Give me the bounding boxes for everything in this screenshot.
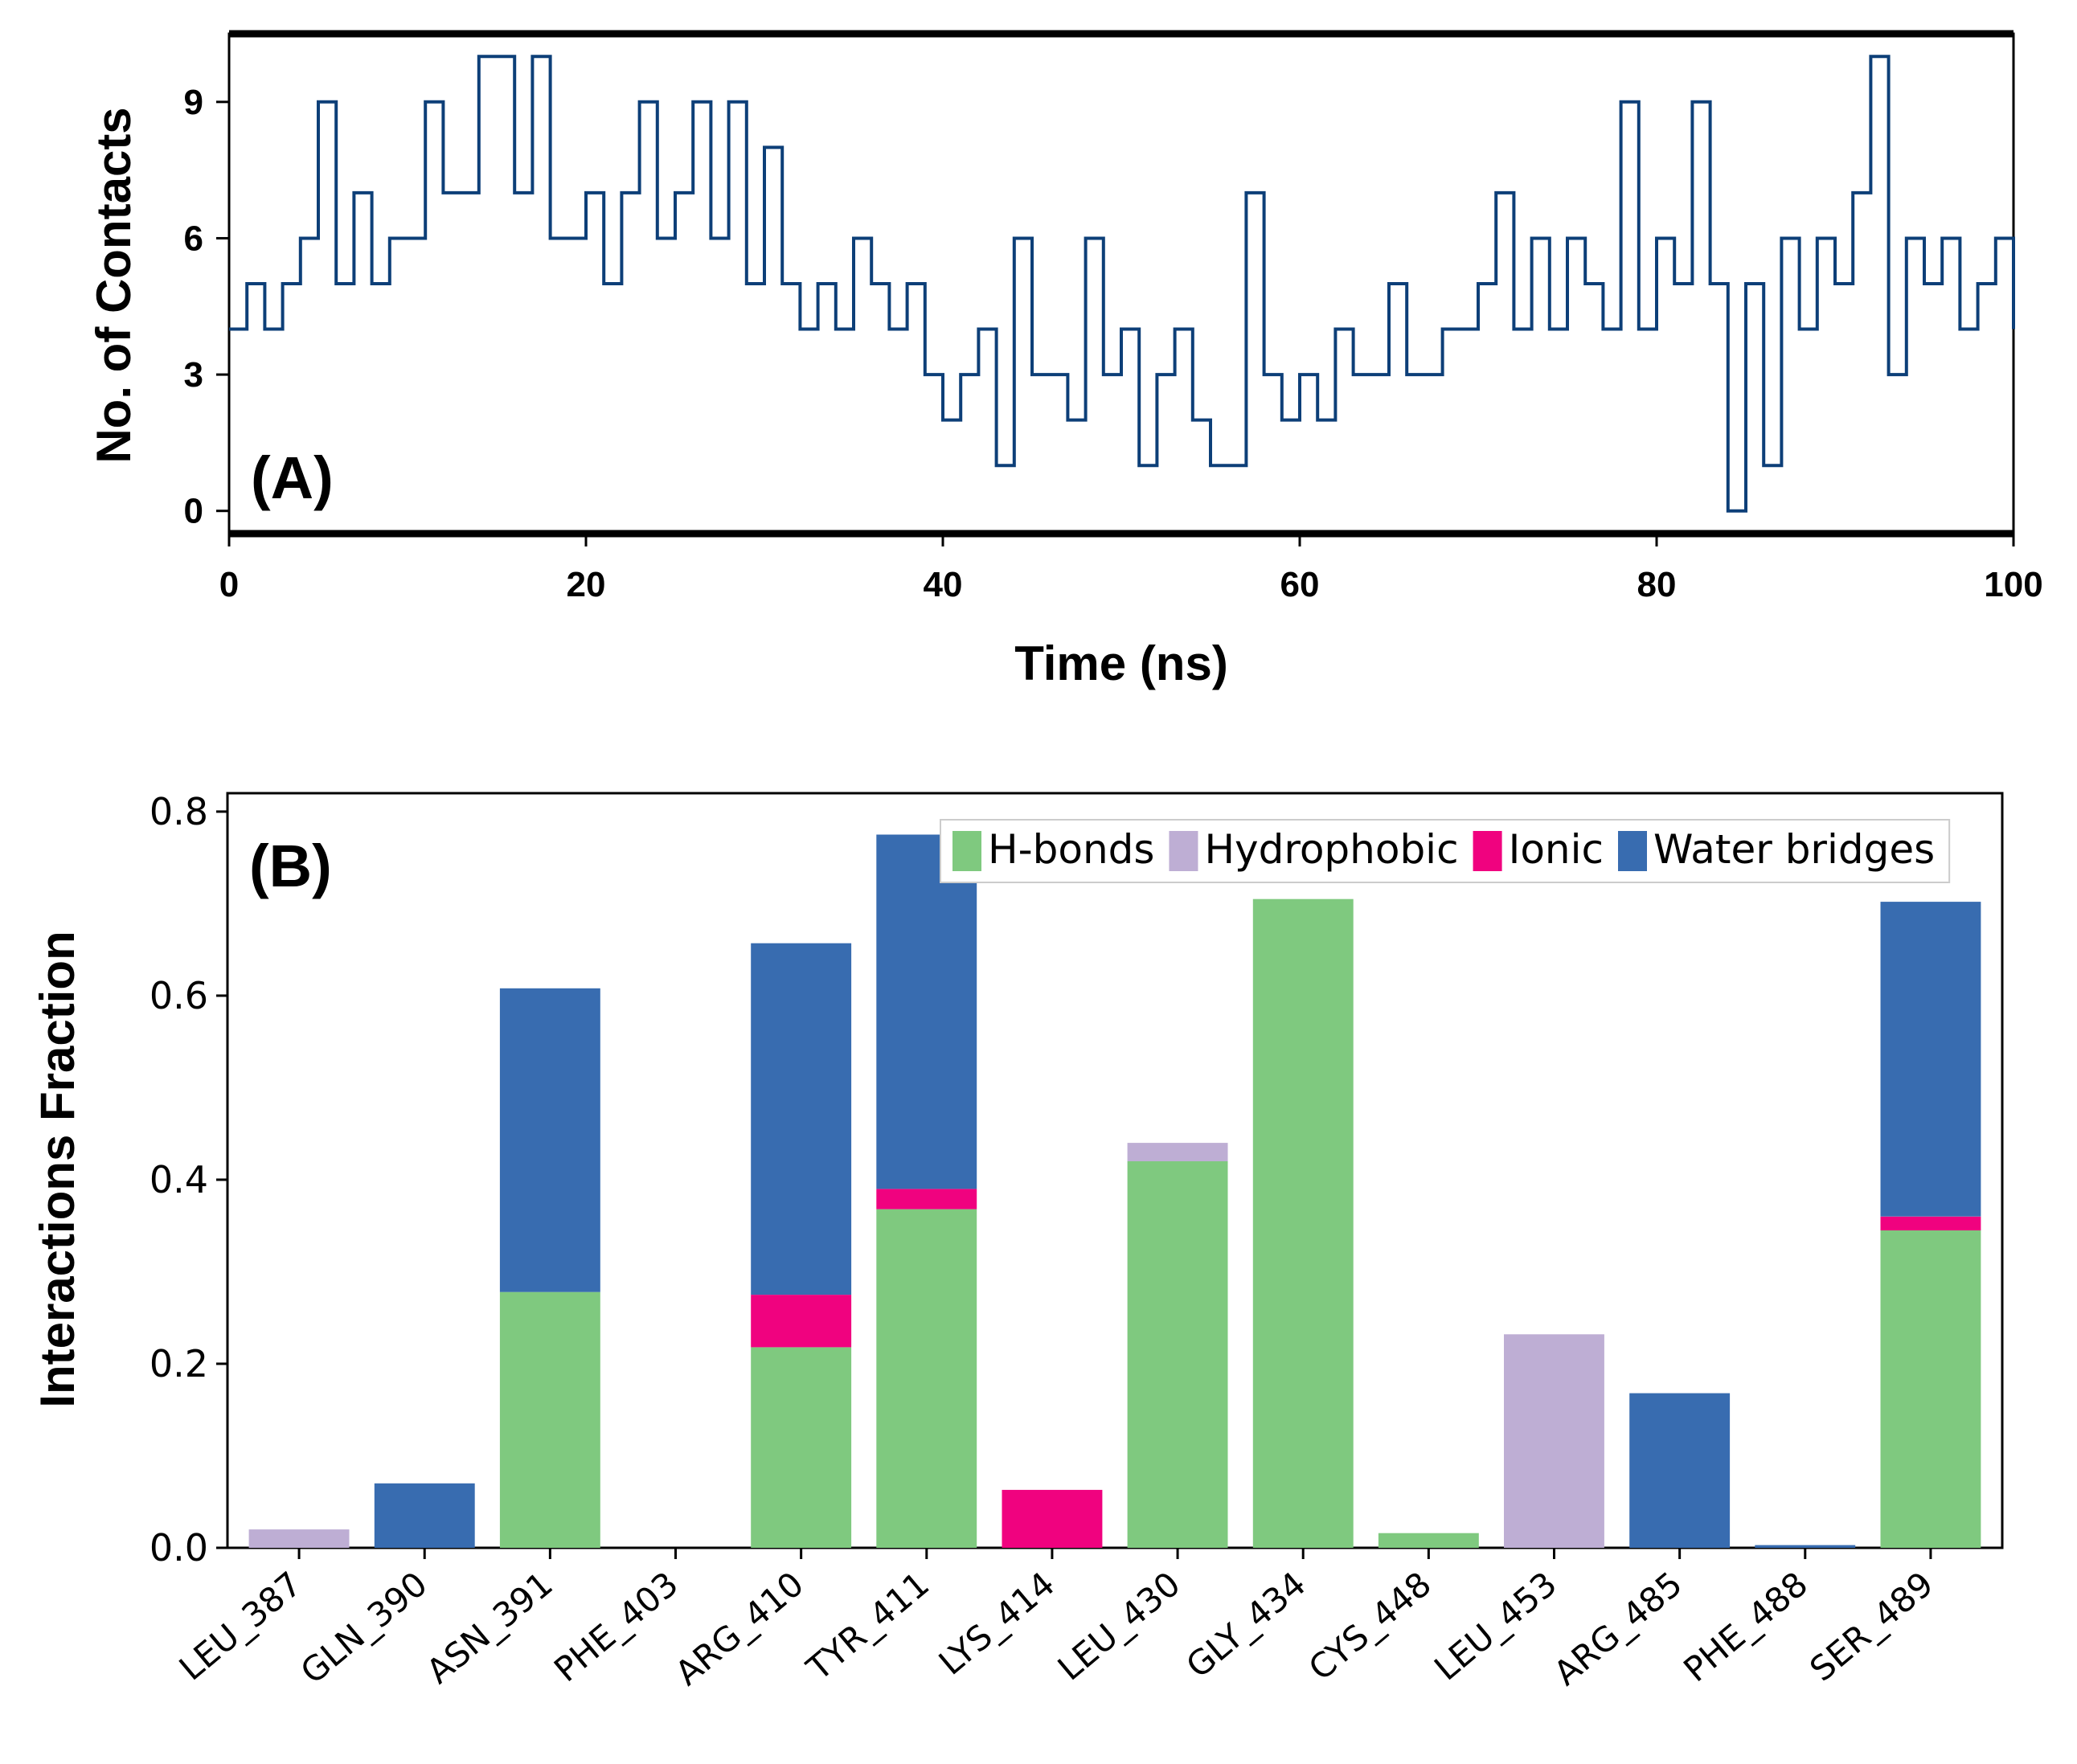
panel-b-label: (B): [249, 833, 332, 899]
bar-tyr-411-water-bridges: [876, 834, 977, 1189]
panel-a-x-tick-label: 20: [567, 565, 606, 604]
panel-b-category-label: CYS_448: [1301, 1564, 1439, 1688]
panel-b-category-label: LYS_414: [932, 1564, 1063, 1683]
panel-a-x-tick-label: 40: [924, 565, 963, 604]
legend-box: [940, 819, 1951, 883]
bar-cys-448-h-bonds: [1378, 1533, 1479, 1548]
panel-b-category-label: LEU_453: [1427, 1564, 1564, 1688]
bar-gly-434-h-bonds: [1252, 898, 1354, 1548]
bar-ser-489-ionic: [1880, 1216, 1981, 1230]
bar-tyr-411-h-bonds: [876, 1209, 977, 1548]
panel-b-y-tick-label: 0.4: [150, 1158, 208, 1201]
bar-leu-430-hydrophobic: [1127, 1143, 1228, 1161]
panel-b-y-tick-label: 0.2: [150, 1342, 208, 1385]
legend-label: H-bonds: [988, 826, 1154, 873]
panel-b-category-label: LEU_430: [1051, 1564, 1188, 1688]
bar-arg-485-water-bridges: [1629, 1393, 1731, 1548]
bar-asn-391-water-bridges: [499, 988, 600, 1292]
bar-phe-488-water-bridges: [1755, 1545, 1856, 1548]
panel-a-x-axis-title: Time (ns): [1014, 636, 1228, 690]
legend-swatch-water-bridges: [1618, 831, 1647, 871]
panel-a-line-chart: 0 20 40 60 80 100 0 3 6 9 (A) Time (ns) No. of Co…: [87, 30, 2043, 690]
panel-b-category-label: LEU_387: [172, 1564, 309, 1688]
panel-b-category-label: ASN_391: [419, 1564, 560, 1691]
panel-a-x-tick-label: 0: [219, 565, 239, 604]
panel-b-plot-frame: [226, 792, 2004, 1549]
panel-b-category-label: ARG_485: [1546, 1564, 1690, 1693]
panel-a-y-tick-label: 9: [184, 83, 203, 122]
legend-label: Water bridges: [1653, 826, 1935, 873]
panel-b-category-label: TYR_411: [799, 1564, 936, 1688]
panel-b-y-tick-label: 0.0: [150, 1526, 208, 1570]
bar-leu-430-h-bonds: [1127, 1161, 1228, 1548]
panel-b-category-label: ARG_410: [668, 1564, 811, 1693]
panel-a-label: (A): [251, 444, 334, 511]
panel-a-y-tick-label: 3: [184, 355, 203, 395]
panel-a-y-tick-label: 0: [184, 492, 203, 531]
bar-lys-414-ionic: [1002, 1489, 1103, 1548]
panel-b-bar-chart: 0.00.20.40.60.8LEU_387GLN_390ASN_391PHE_…: [31, 790, 2004, 1693]
panel-a-ticks: 0 20 40 60 80 100 0 3 6 9: [184, 83, 2043, 604]
panel-a-x-tick-label: 80: [1637, 565, 1677, 604]
panel-b-y-axis-title: Interactions Fraction: [31, 931, 84, 1407]
panel-a-x-tick-label: 100: [1984, 565, 2042, 604]
bar-arg-410-ionic: [751, 1295, 852, 1348]
panel-a-x-tick-label: 60: [1280, 565, 1320, 604]
legend-swatch-hydrophobic: [1169, 831, 1198, 871]
panel-b-y-tick-label: 0.8: [150, 790, 208, 833]
panel-b-category-label: SER_489: [1802, 1564, 1940, 1689]
panel-b-ticks: 0.00.20.40.60.8LEU_387GLN_390ASN_391PHE_…: [150, 790, 1941, 1693]
bar-arg-410-h-bonds: [751, 1347, 852, 1548]
bar-leu-387-hydrophobic: [248, 1529, 350, 1548]
bar-tyr-411-ionic: [876, 1189, 977, 1209]
panel-b-y-tick-label: 0.6: [150, 974, 208, 1017]
legend: H-bonds Hydrophobic Ionic Water bridges: [940, 819, 1951, 883]
bar-ser-489-h-bonds: [1880, 1230, 1981, 1548]
contacts-series-line: [229, 55, 2015, 513]
panel-a-y-tick-label: 6: [184, 219, 203, 258]
panel-b-category-label: GLN_390: [293, 1564, 435, 1692]
legend-swatch-ionic: [1473, 831, 1502, 871]
bar-arg-410-water-bridges: [751, 943, 852, 1295]
panel-b-category-label: GLY_434: [1178, 1564, 1313, 1685]
panel-b-category-label: PHE_403: [547, 1564, 686, 1689]
bar-asn-391-h-bonds: [499, 1291, 600, 1548]
panel-b-bars: [248, 834, 1981, 1548]
legend-label: Hydrophobic: [1204, 826, 1458, 873]
legend-swatch-h-bonds: [952, 831, 981, 871]
panel-a-y-axis-title: No. of Contacts: [87, 107, 141, 463]
panel-b-category-label: PHE_488: [1676, 1564, 1815, 1689]
legend-label: Ionic: [1509, 826, 1604, 873]
bar-leu-453-hydrophobic: [1504, 1334, 1604, 1548]
bar-gln-390-water-bridges: [374, 1483, 475, 1548]
bar-ser-489-water-bridges: [1880, 902, 1981, 1217]
